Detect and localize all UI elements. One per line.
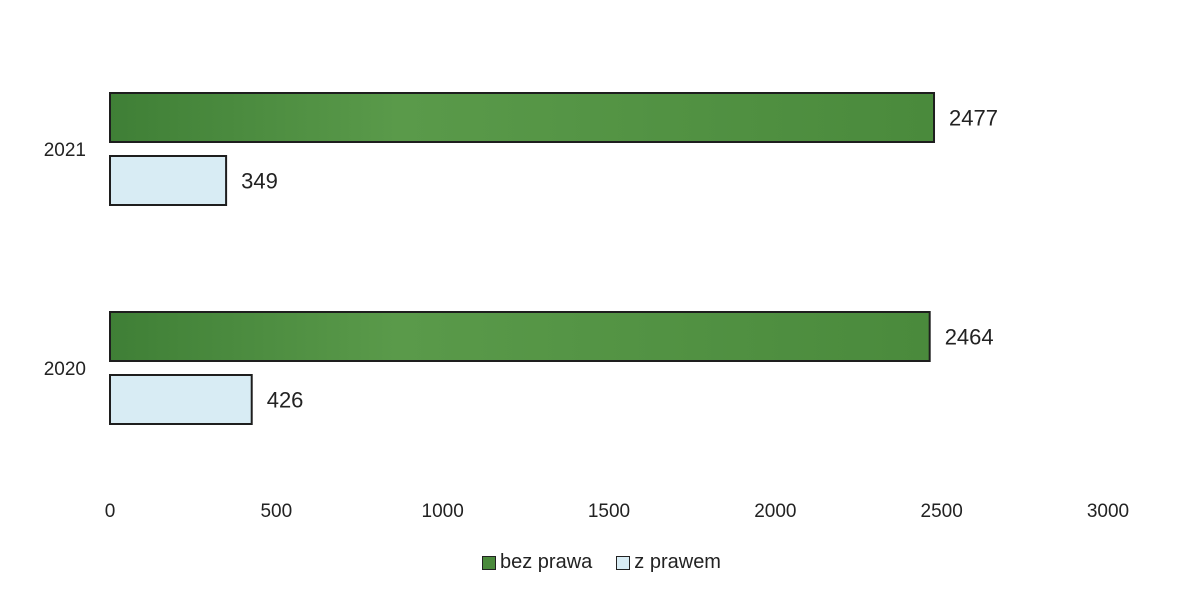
data-label-2020-series-0: 2464 — [945, 325, 994, 350]
data-label-2021-series-0: 2477 — [949, 106, 998, 131]
x-tick-label-1500: 1500 — [588, 501, 630, 522]
bar-2021-series-0 — [109, 92, 936, 143]
legend-label-series-1: z prawem — [634, 551, 721, 573]
legend-item-series-0: bez prawa — [482, 551, 592, 574]
legend: bez prawa z prawem — [0, 551, 1203, 574]
data-label-2021-series-1: 349 — [241, 169, 278, 194]
legend-swatch-series-0 — [482, 555, 496, 570]
category-label-2021: 2021 — [44, 140, 86, 161]
bar-2020-series-0 — [109, 311, 931, 362]
category-label-2020: 2020 — [44, 359, 86, 380]
legend-swatch-series-1 — [616, 555, 631, 570]
bar-chart: 2021 2477 349 2020 2464 426 0 500 1000 1500 2000 25… — [44, 92, 1129, 522]
x-tick-label-0: 0 — [105, 501, 116, 522]
x-tick-label-2500: 2500 — [921, 501, 963, 522]
bar-2021-series-1 — [109, 155, 228, 206]
x-tick-label-1000: 1000 — [422, 501, 464, 522]
x-tick-label-2000: 2000 — [754, 501, 796, 522]
data-label-2020-series-1: 426 — [267, 388, 304, 413]
x-tick-label-500: 500 — [260, 501, 292, 522]
legend-label-series-0: bez prawa — [500, 551, 593, 573]
x-tick-label-3000: 3000 — [1087, 501, 1129, 522]
bar-2020-series-1 — [109, 374, 253, 425]
legend-item-series-1: z prawem — [616, 551, 721, 574]
